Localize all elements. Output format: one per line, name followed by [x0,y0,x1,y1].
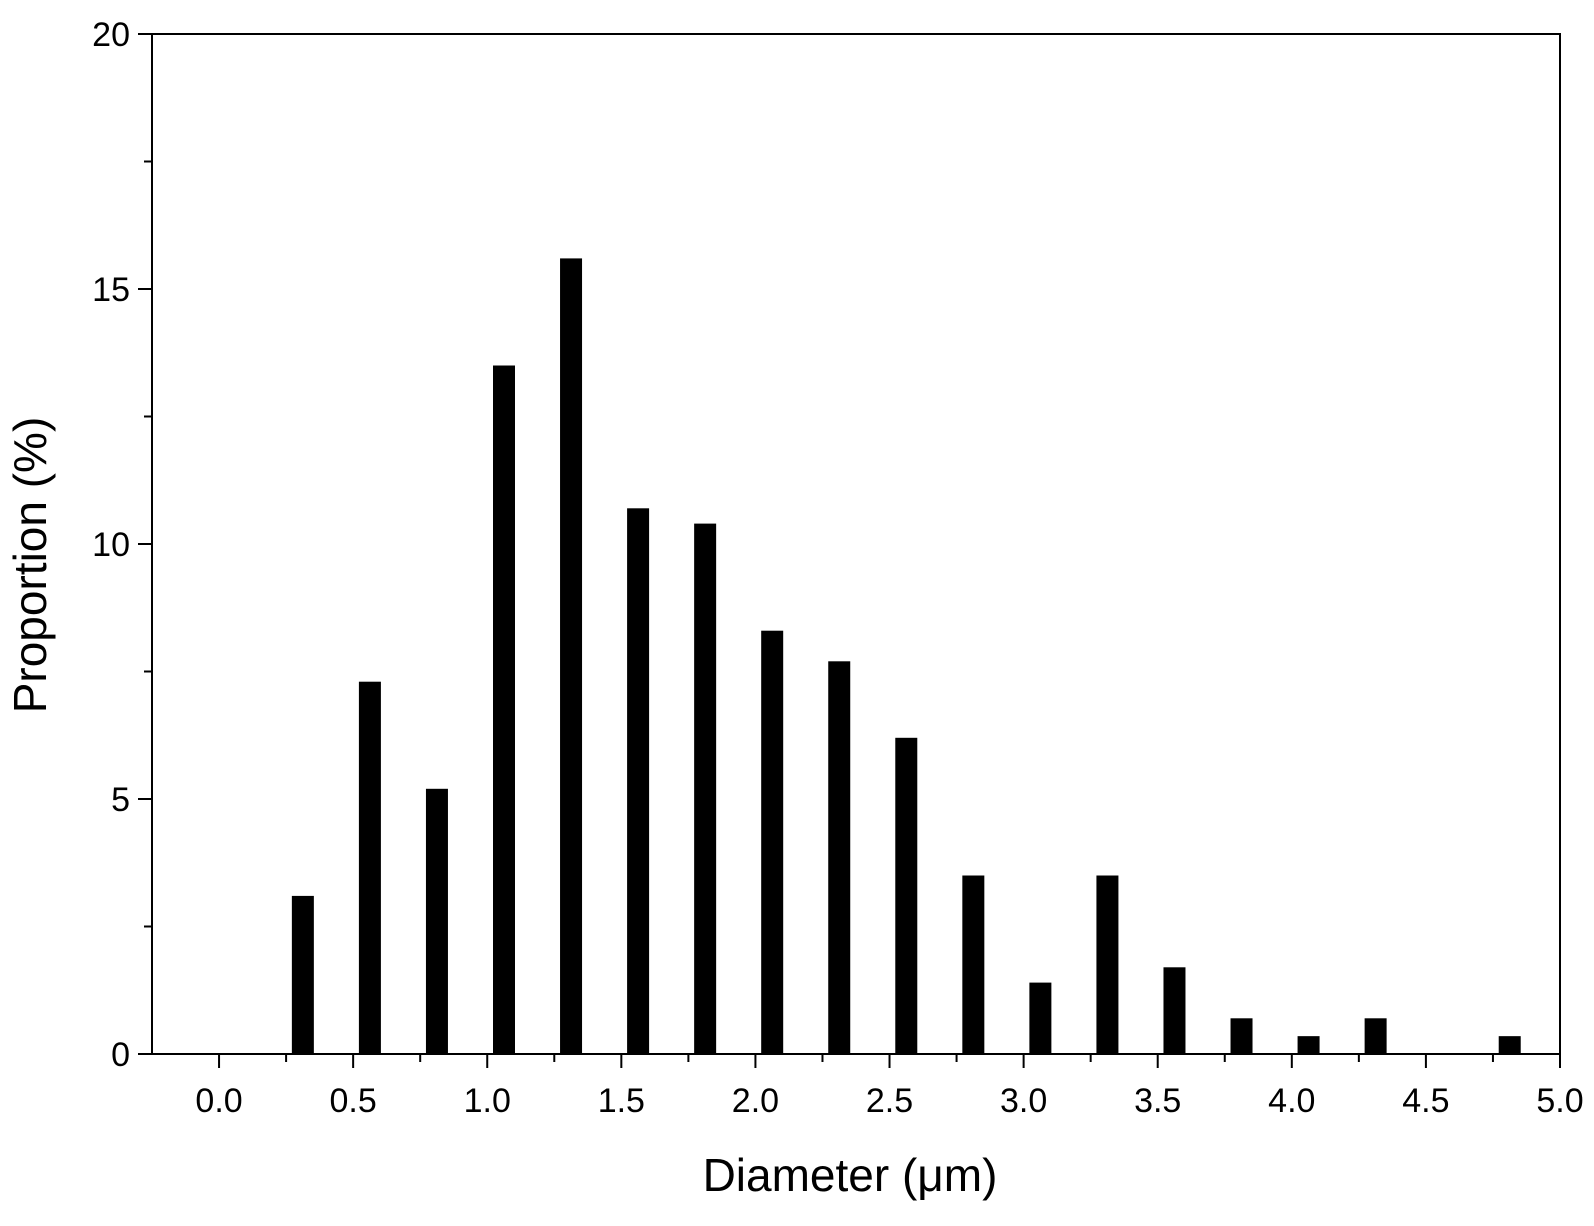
bar [1163,967,1186,1054]
x-tick-label: 0.0 [195,1082,242,1120]
bar [358,681,381,1054]
bar [627,508,650,1054]
bar [761,630,784,1054]
bar [1498,1036,1521,1054]
bar [828,661,851,1054]
bar [560,258,583,1054]
bar [694,523,717,1054]
bar [425,788,448,1054]
bar [1297,1036,1320,1054]
bar [1364,1018,1387,1054]
x-tick-label: 0.5 [330,1082,377,1120]
x-axis-ticks: 0.0 0.5 1.0 1.5 2.0 2.5 3.0 3.5 4.0 4.5 5.0 [195,1054,1584,1120]
y-tick-label: 0 [111,1036,130,1074]
bar [1029,982,1052,1054]
bar [1096,875,1119,1054]
bar [291,895,314,1054]
y-tick-label: 10 [92,526,130,564]
y-tick-label: 20 [92,16,130,54]
bar [895,737,918,1054]
x-tick-label: 5.0 [1536,1082,1583,1120]
y-tick-label: 15 [92,271,130,309]
x-tick-label: 1.0 [464,1082,511,1120]
y-axis-ticks: 0 5 10 15 20 [92,16,152,1074]
x-tick-label: 1.5 [598,1082,645,1120]
y-tick-label: 5 [111,781,130,819]
x-axis-title: Diameter (μm) [703,1149,998,1201]
x-tick-label: 2.5 [866,1082,913,1120]
x-tick-label: 4.5 [1402,1082,1449,1120]
bars-layer [291,258,1521,1054]
bar [1230,1018,1253,1054]
x-tick-label: 4.0 [1268,1082,1315,1120]
x-tick-label: 2.0 [732,1082,779,1120]
bar [962,875,985,1054]
x-tick-label: 3.5 [1134,1082,1181,1120]
bar [493,365,515,1054]
x-tick-label: 3.0 [1000,1082,1047,1120]
y-axis-title: Proportion (%) [4,417,56,714]
